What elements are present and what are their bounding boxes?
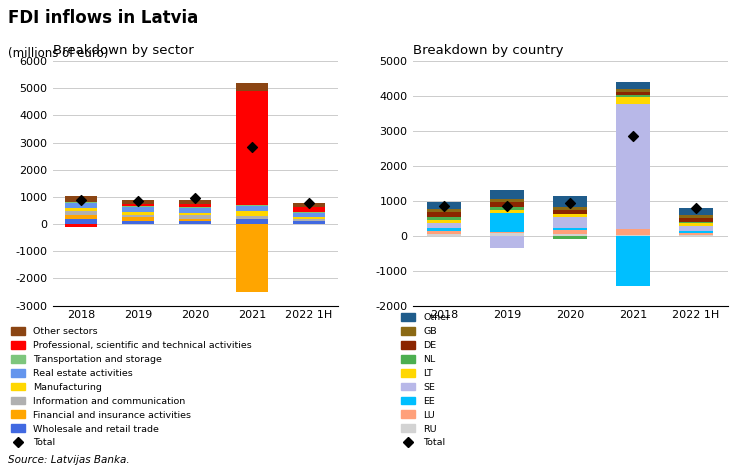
Bar: [236, 211, 268, 216]
Bar: [679, 223, 713, 226]
Bar: [490, 190, 524, 199]
Bar: [122, 207, 154, 212]
Bar: [293, 212, 325, 213]
Bar: [427, 217, 461, 219]
Bar: [65, 196, 97, 202]
Point: [627, 133, 639, 140]
Bar: [293, 221, 325, 224]
Bar: [427, 228, 461, 231]
Bar: [179, 221, 211, 224]
Bar: [179, 213, 211, 215]
Bar: [179, 204, 211, 207]
Legend: Other, GB, DE, NL, LT, SE, EE, LU, RU, Total: Other, GB, DE, NL, LT, SE, EE, LU, RU, T…: [398, 309, 454, 451]
Bar: [490, 210, 524, 212]
Bar: [122, 214, 154, 217]
Bar: [679, 222, 713, 223]
Bar: [236, 216, 268, 219]
Bar: [65, 202, 97, 203]
Bar: [179, 219, 211, 221]
Point: [303, 199, 315, 206]
Bar: [679, 208, 713, 215]
Bar: [236, 83, 268, 91]
Bar: [490, 235, 524, 248]
Bar: [179, 207, 211, 208]
Bar: [553, 235, 587, 239]
Bar: [293, 217, 325, 219]
Bar: [427, 234, 461, 235]
Bar: [122, 204, 154, 206]
Bar: [179, 215, 211, 219]
Text: Breakdown by country: Breakdown by country: [413, 44, 563, 57]
Bar: [553, 207, 587, 210]
Text: Source: Latvijas Banka.: Source: Latvijas Banka.: [8, 455, 129, 465]
Text: (millions of euro): (millions of euro): [8, 47, 108, 60]
Point: [75, 196, 87, 204]
Point: [564, 199, 576, 206]
Bar: [122, 217, 154, 221]
Point: [690, 204, 702, 212]
Bar: [553, 214, 587, 217]
Bar: [490, 202, 524, 207]
Bar: [65, 214, 97, 219]
Bar: [122, 212, 154, 214]
Bar: [427, 223, 461, 228]
Bar: [122, 200, 154, 204]
Point: [501, 202, 513, 210]
Bar: [65, 208, 97, 212]
Bar: [490, 233, 524, 235]
Bar: [490, 212, 524, 232]
Bar: [427, 209, 461, 212]
Bar: [616, 104, 650, 229]
Bar: [490, 199, 524, 202]
Bar: [122, 206, 154, 207]
Bar: [490, 207, 524, 210]
Point: [438, 202, 450, 210]
Point: [189, 195, 201, 202]
Bar: [553, 196, 587, 207]
Bar: [616, 97, 650, 104]
Bar: [679, 226, 713, 231]
Bar: [679, 231, 713, 233]
Bar: [427, 202, 461, 209]
Bar: [427, 219, 461, 223]
Bar: [553, 234, 587, 235]
Text: FDI inflows in Latvia: FDI inflows in Latvia: [8, 9, 198, 27]
Bar: [427, 231, 461, 234]
Text: Breakdown by sector: Breakdown by sector: [53, 44, 194, 57]
Bar: [679, 233, 713, 235]
Point: [246, 143, 258, 150]
Bar: [553, 210, 587, 214]
Bar: [553, 230, 587, 234]
Legend: Other sectors, Professional, scientific and technical activities, Transportation: Other sectors, Professional, scientific …: [8, 323, 256, 451]
Bar: [616, 229, 650, 235]
Bar: [236, 206, 268, 211]
Bar: [293, 203, 325, 207]
Bar: [65, 219, 97, 224]
Bar: [490, 232, 524, 233]
Bar: [65, 212, 97, 214]
Bar: [293, 219, 325, 221]
Bar: [679, 215, 713, 218]
Bar: [236, 205, 268, 206]
Bar: [65, 203, 97, 208]
Point: [132, 197, 144, 205]
Bar: [553, 227, 587, 230]
Bar: [616, 95, 650, 97]
Bar: [616, 82, 650, 89]
Bar: [236, 91, 268, 205]
Bar: [553, 217, 587, 227]
Bar: [122, 221, 154, 224]
Bar: [679, 218, 713, 222]
Bar: [179, 208, 211, 213]
Bar: [293, 213, 325, 217]
Bar: [65, 224, 97, 227]
Bar: [616, 92, 650, 95]
Bar: [236, 224, 268, 292]
Bar: [616, 235, 650, 286]
Bar: [179, 200, 211, 204]
Bar: [616, 89, 650, 92]
Bar: [427, 212, 461, 217]
Bar: [293, 207, 325, 212]
Bar: [236, 219, 268, 224]
